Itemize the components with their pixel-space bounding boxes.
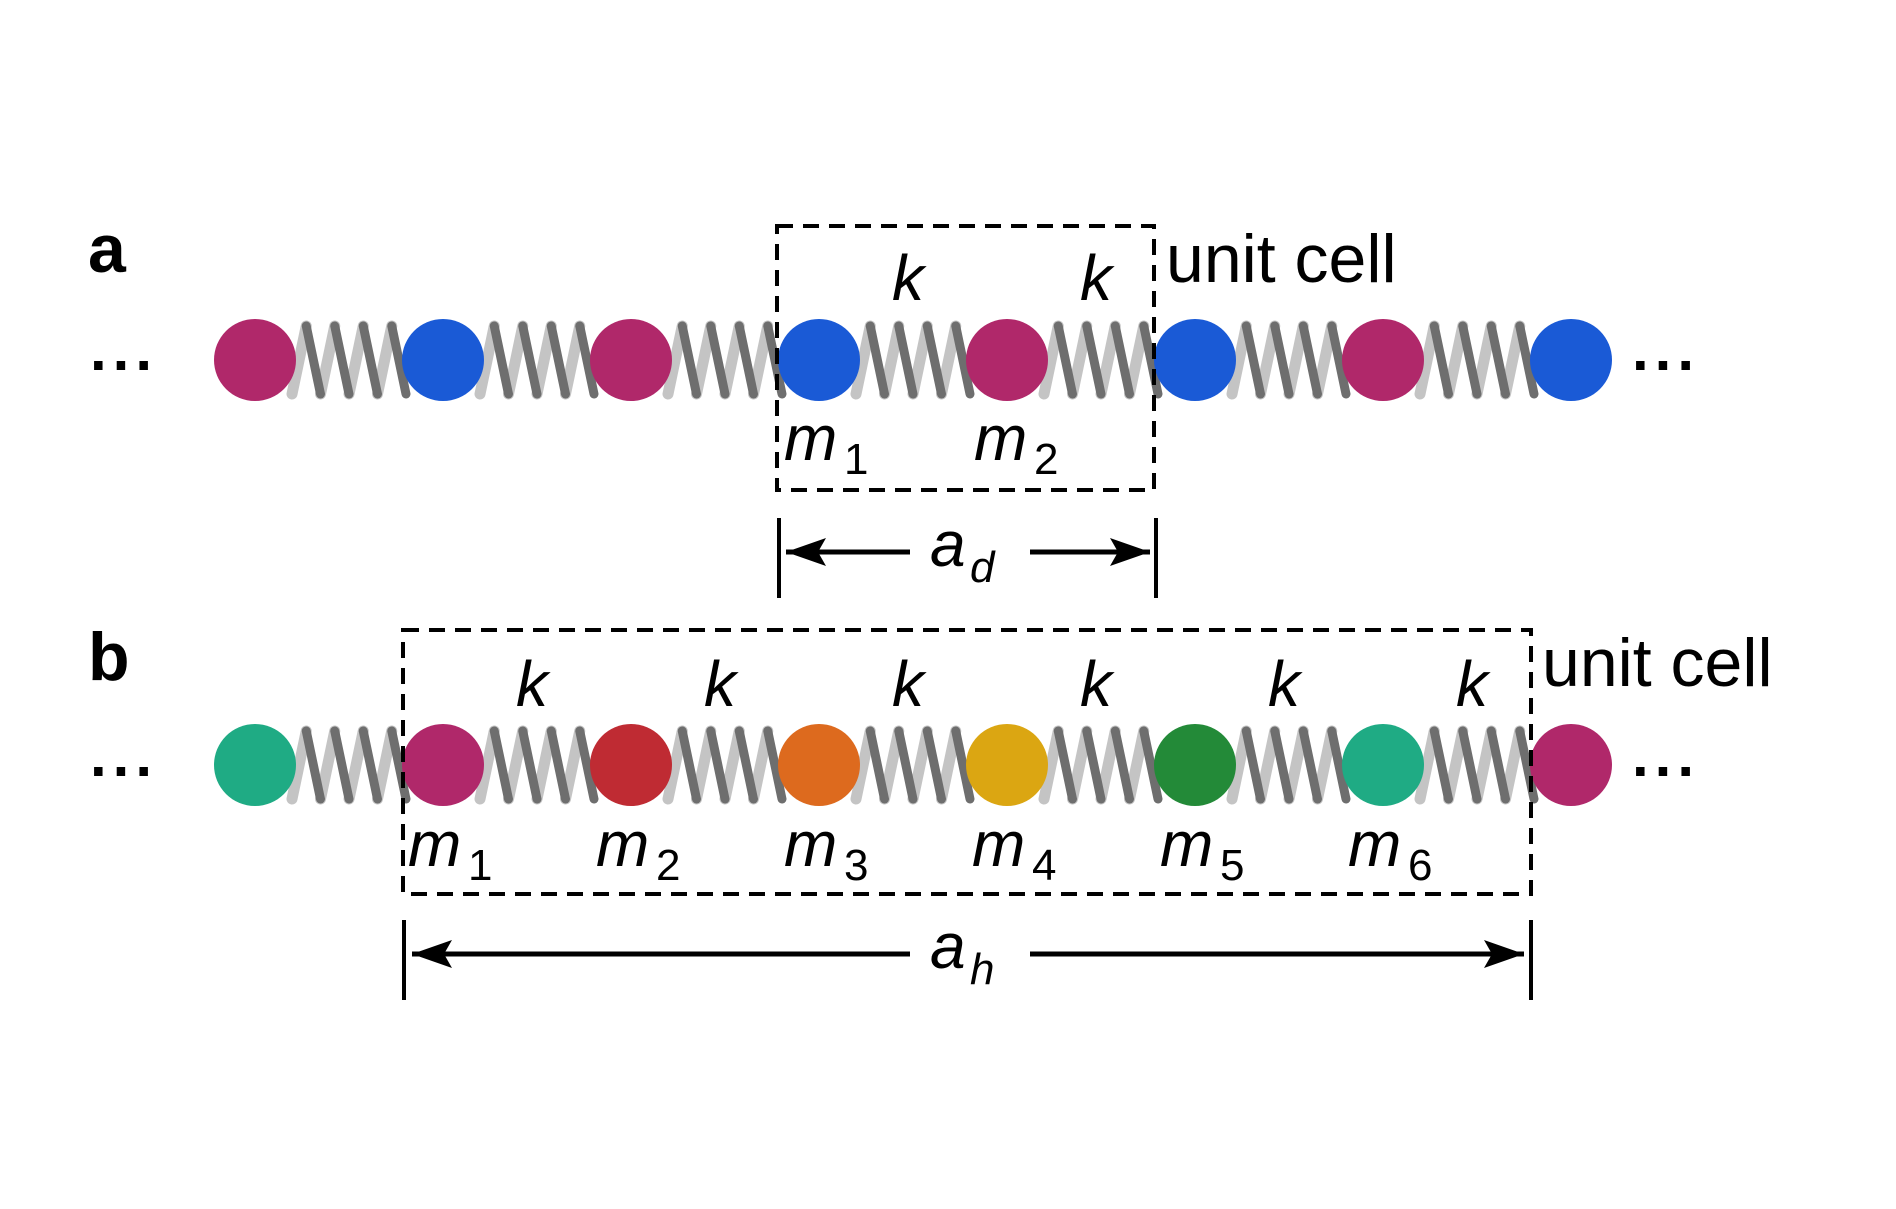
mass-b-1 <box>214 724 296 806</box>
mass-b-7 <box>1342 724 1424 806</box>
mass-b-6 <box>1154 724 1236 806</box>
mass-b-4 <box>778 724 860 806</box>
period-dimension-a: a d <box>777 508 1158 598</box>
svg-text:6: 6 <box>1408 841 1432 890</box>
mass-b-5 <box>966 724 1048 806</box>
mass-b-8 <box>1530 724 1612 806</box>
period-label-a: a <box>930 508 966 580</box>
svg-text:4: 4 <box>1032 841 1056 890</box>
spring-b-5 <box>1038 725 1163 805</box>
mass-label-b-6: m 6 <box>1348 808 1432 890</box>
period-dimension-b: a h <box>402 910 1533 1000</box>
panel-a: a ... ... unit cell k k m 1 m 2 a d <box>88 211 1700 598</box>
svg-text:m: m <box>784 402 837 474</box>
mass-a-8 <box>1530 319 1612 401</box>
masses-b <box>214 724 1612 806</box>
ellipsis-left-a: ... <box>90 316 158 383</box>
mass-label-b-5: m 5 <box>1160 808 1244 890</box>
mass-label-a-1: m 1 <box>784 402 868 484</box>
mass-label-b-3: m 3 <box>784 808 868 890</box>
spring-constant-label-b-1: k <box>516 648 551 720</box>
mass-a-6 <box>1154 319 1236 401</box>
period-label-b: a <box>930 910 966 982</box>
spring-constant-label-a-1: k <box>892 242 927 314</box>
svg-text:m: m <box>596 808 649 880</box>
svg-text:2: 2 <box>656 841 680 890</box>
svg-text:1: 1 <box>844 435 868 484</box>
svg-text:3: 3 <box>844 841 868 890</box>
mass-a-3 <box>590 319 672 401</box>
svg-text:2: 2 <box>1034 435 1058 484</box>
svg-text:m: m <box>408 808 461 880</box>
spring-constant-label-b-3: k <box>892 648 927 720</box>
mass-a-7 <box>1342 319 1424 401</box>
spring-a-2 <box>474 320 599 400</box>
mass-a-2 <box>402 319 484 401</box>
mass-b-2 <box>402 724 484 806</box>
spring-constant-label-b-6: k <box>1456 648 1491 720</box>
unit-cell-label-a: unit cell <box>1166 221 1397 297</box>
springs-a <box>286 320 1539 400</box>
svg-text:m: m <box>972 808 1025 880</box>
svg-text:m: m <box>1160 808 1213 880</box>
ellipsis-right-a: ... <box>1632 316 1700 383</box>
svg-text:m: m <box>974 402 1027 474</box>
spring-a-4 <box>850 320 975 400</box>
unit-cell-box-b <box>401 628 1533 896</box>
panel-label-a: a <box>88 211 127 287</box>
panel-label-b: b <box>88 619 130 695</box>
mass-b-3 <box>590 724 672 806</box>
spring-a-7 <box>1414 320 1539 400</box>
spring-b-7 <box>1414 725 1539 805</box>
spring-b-4 <box>850 725 975 805</box>
svg-text:5: 5 <box>1220 841 1244 890</box>
panel-b: b ... ... unit cell k k k k k k m 1 m 2 … <box>88 619 1773 1000</box>
svg-text:1: 1 <box>468 841 492 890</box>
mass-a-4 <box>778 319 860 401</box>
period-subscript-a: d <box>970 543 996 592</box>
spring-b-2 <box>474 725 599 805</box>
spring-constant-label-b-4: k <box>1080 648 1115 720</box>
unit-cell-label-b: unit cell <box>1542 625 1773 701</box>
mass-label-b-4: m 4 <box>972 808 1056 890</box>
mass-a-5 <box>966 319 1048 401</box>
spring-b-3 <box>662 725 787 805</box>
unit-cell-box-a <box>775 224 1156 492</box>
svg-text:m: m <box>1348 808 1401 880</box>
spring-b-6 <box>1226 725 1351 805</box>
spring-constant-label-b-2: k <box>704 648 739 720</box>
spring-constant-label-a-2: k <box>1080 242 1115 314</box>
spring-a-5 <box>1038 320 1163 400</box>
spring-a-1 <box>286 320 411 400</box>
ellipsis-left-b: ... <box>90 722 158 789</box>
period-subscript-b: h <box>970 945 994 994</box>
spring-b-1 <box>286 725 411 805</box>
masses-a <box>214 319 1612 401</box>
svg-text:m: m <box>784 808 837 880</box>
mass-label-a-2: m 2 <box>974 402 1058 484</box>
mass-a-1 <box>214 319 296 401</box>
spring-constant-label-b-5: k <box>1268 648 1303 720</box>
mass-label-b-1: m 1 <box>408 808 492 890</box>
mass-label-b-2: m 2 <box>596 808 680 890</box>
ellipsis-right-b: ... <box>1632 722 1700 789</box>
springs-b <box>286 725 1539 805</box>
spring-a-6 <box>1226 320 1351 400</box>
spring-a-3 <box>662 320 787 400</box>
